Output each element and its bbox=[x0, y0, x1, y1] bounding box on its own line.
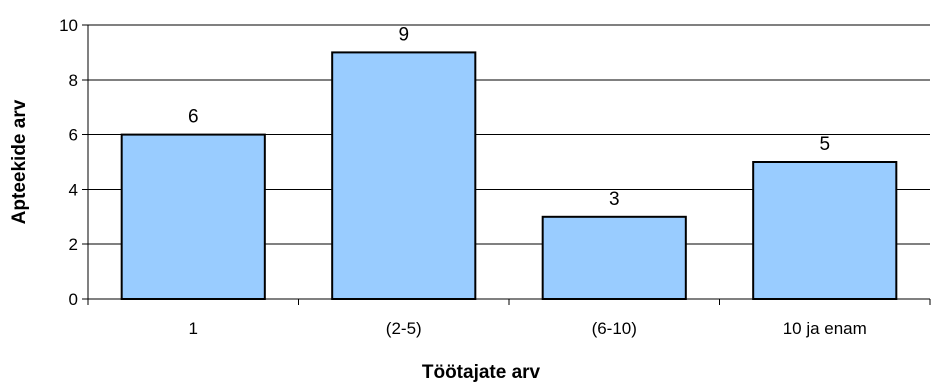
data-label: 5 bbox=[819, 134, 830, 155]
bar bbox=[752, 161, 898, 300]
data-label: 9 bbox=[398, 24, 409, 45]
data-label: 6 bbox=[188, 107, 199, 128]
y-tick-label: 8 bbox=[69, 71, 78, 90]
axes bbox=[82, 24, 931, 305]
bars bbox=[120, 51, 898, 301]
x-tick-label: 10 ja enam bbox=[783, 319, 867, 338]
data-label: 3 bbox=[609, 189, 620, 210]
y-tick-label: 4 bbox=[69, 180, 78, 199]
y-axis-title: Apteekide arv bbox=[9, 99, 30, 224]
y-tick-label: 0 bbox=[69, 290, 78, 309]
y-tick-label: 2 bbox=[69, 235, 78, 254]
x-tick-label: (6-10) bbox=[592, 319, 637, 338]
x-tick-label: (2-5) bbox=[386, 319, 422, 338]
bar bbox=[541, 215, 687, 300]
x-tick-labels: 1 (2-5) (6-10) 10 ja enam bbox=[189, 319, 867, 338]
y-tick-label: 10 bbox=[59, 16, 78, 35]
y-tick-label: 6 bbox=[69, 126, 78, 145]
y-tick-labels: 0 2 4 6 8 10 bbox=[59, 16, 78, 309]
data-labels: 6 9 3 5 bbox=[188, 24, 830, 209]
bar bbox=[331, 51, 477, 301]
x-tick-label: 1 bbox=[189, 319, 198, 338]
x-axis-title: Töötajate arv bbox=[422, 362, 541, 383]
bar bbox=[120, 133, 266, 300]
